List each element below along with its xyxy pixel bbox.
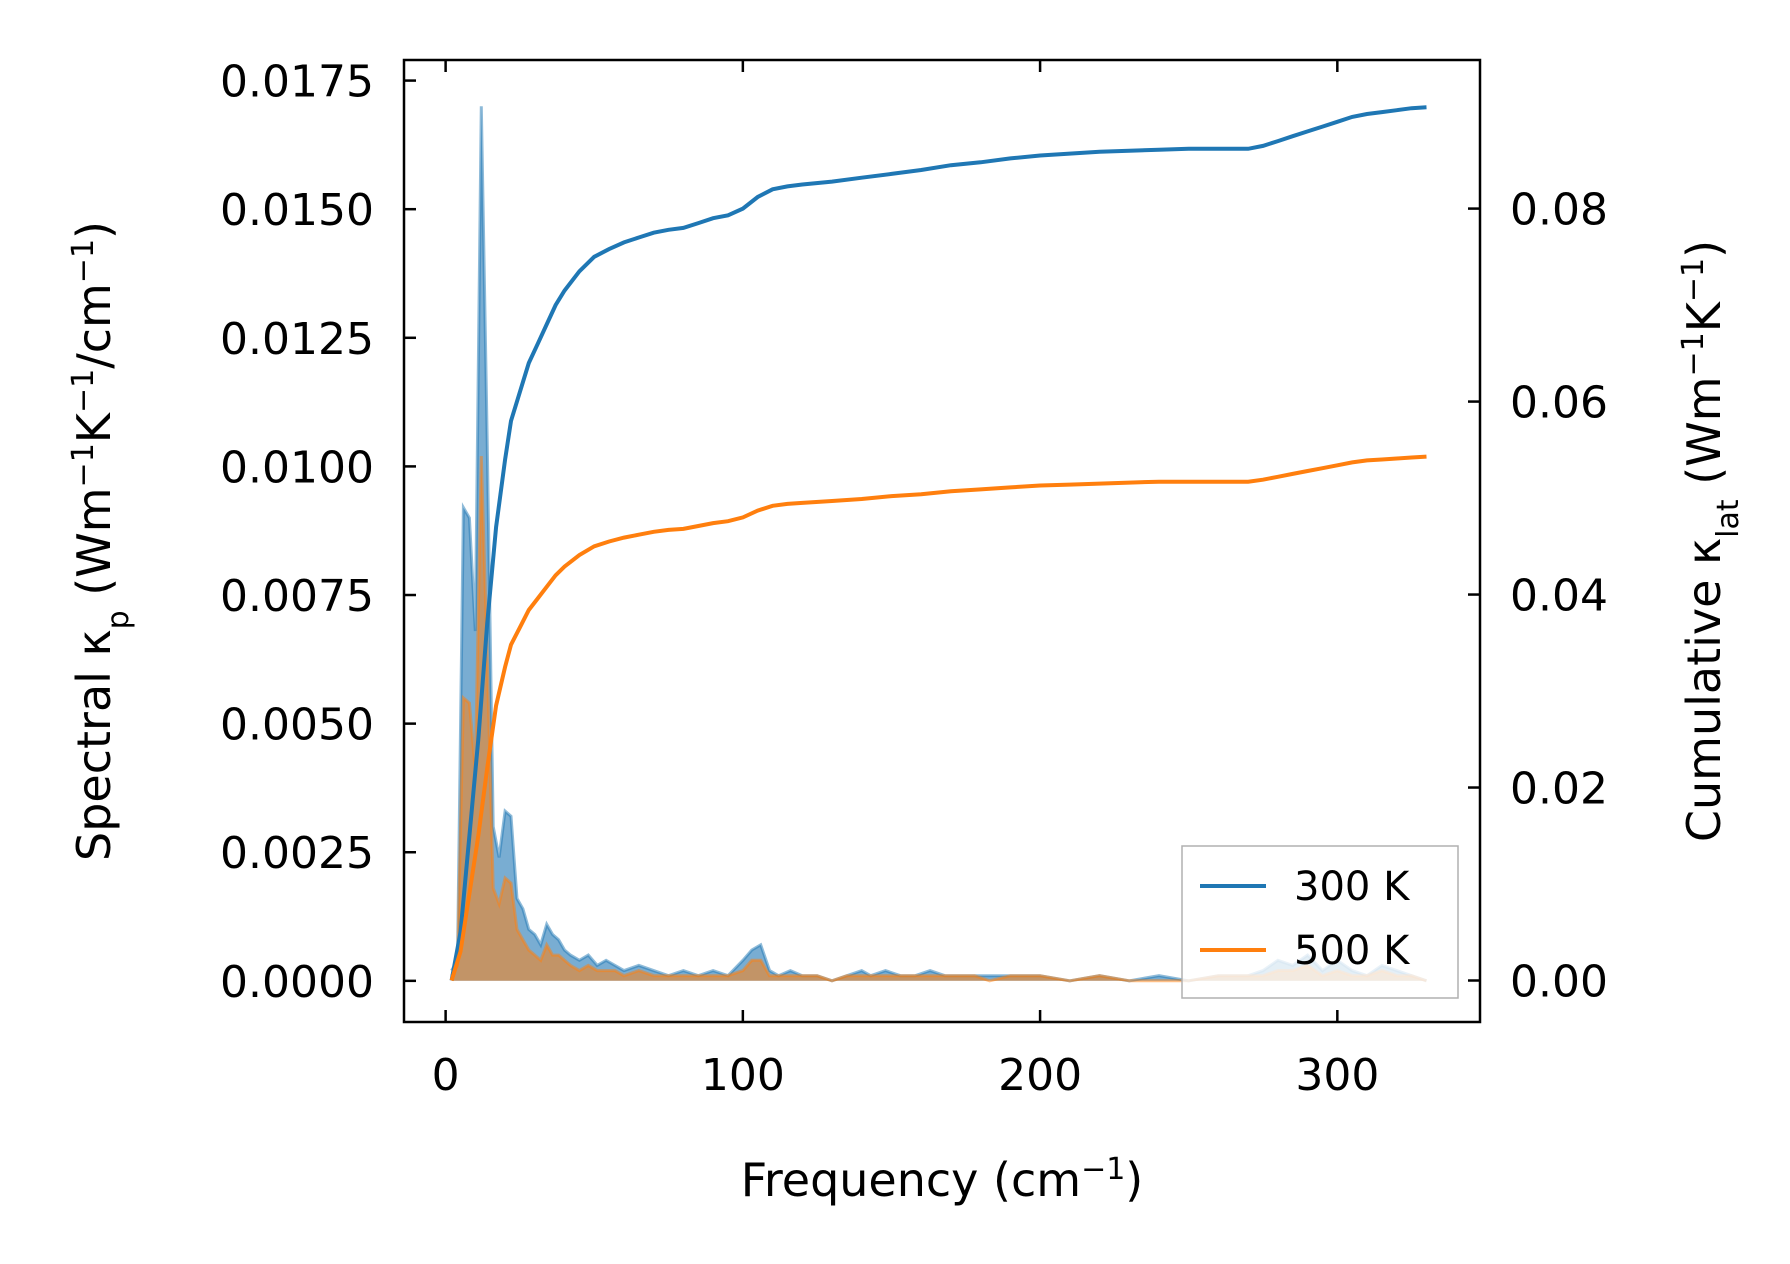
- left-y-tick-label: 0.0000: [220, 957, 374, 1008]
- cumulative-line-500k: [449, 454, 1427, 982]
- right-y-tick-label: 0.08: [1510, 185, 1608, 236]
- right-y-axis-title: Cumulative κlat (Wm−1K−1): [1676, 240, 1746, 842]
- right-y-tick-label: 0.02: [1510, 764, 1608, 815]
- left-y-tick-label: 0.0075: [220, 571, 374, 622]
- cumulative-line-300k: [449, 105, 1427, 981]
- x-axis-title: Frequency (cm−1): [741, 1152, 1144, 1208]
- x-tick-label: 0: [432, 1050, 460, 1101]
- x-tick-label: 100: [701, 1050, 785, 1101]
- legend-box: [1181, 845, 1459, 999]
- legend: 300 K 500 K: [1181, 845, 1459, 999]
- left-y-tick-label: 0.0025: [220, 828, 374, 879]
- left-y-tick-label: 0.0175: [220, 57, 374, 108]
- x-tick-label: 200: [998, 1050, 1082, 1101]
- left-y-tick-label: 0.0050: [220, 700, 374, 751]
- right-y-tick-label: 0.04: [1510, 571, 1608, 622]
- legend-label-500k: 500 K: [1294, 928, 1411, 974]
- plot-frame: [402, 58, 1482, 1024]
- left-y-tick-label: 0.0100: [220, 442, 374, 493]
- legend-label-300k: 300 K: [1294, 864, 1411, 910]
- right-y-tick-label: 0.00: [1510, 957, 1608, 1008]
- right-y-tick-label: 0.06: [1510, 378, 1608, 429]
- left-y-axis-title: Spectral κp (Wm−1K−1/cm−1): [66, 221, 136, 861]
- axes-ticks: 0 100 200 300 0.0000 0.0025 0.0050 0.0075 0.0100…: [220, 57, 1608, 1101]
- left-y-tick-label: 0.0150: [220, 185, 374, 236]
- left-y-tick-label: 0.0125: [220, 314, 374, 365]
- x-tick-label: 300: [1295, 1050, 1379, 1101]
